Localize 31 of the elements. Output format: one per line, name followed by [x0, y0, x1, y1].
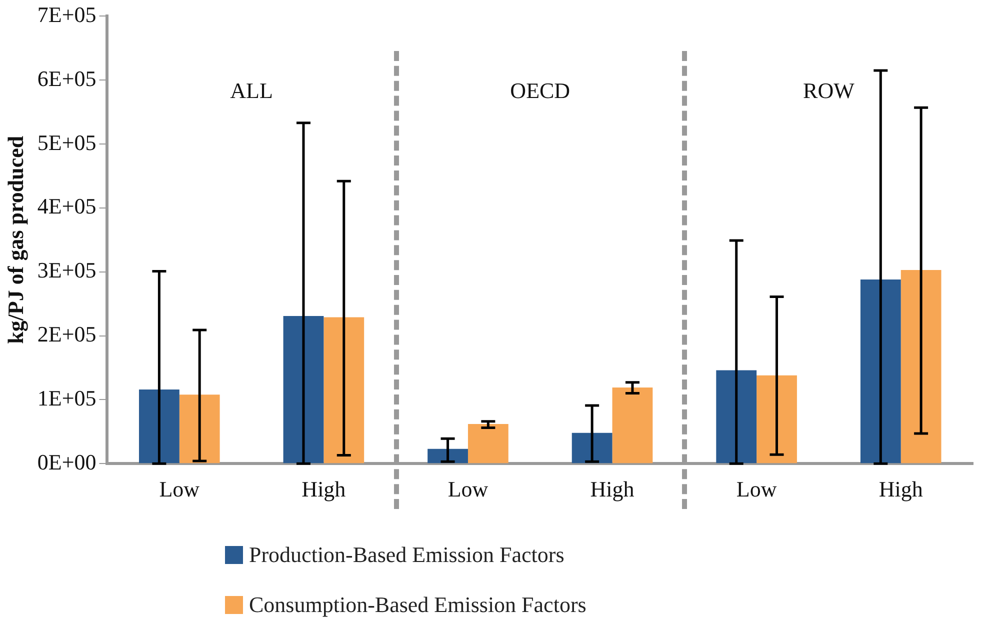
bar — [756, 375, 797, 464]
annotation: ALL — [230, 78, 273, 104]
x-tick-label: High — [302, 476, 346, 502]
bar — [900, 270, 942, 464]
legend-label: Production-Based Emission Factors — [249, 542, 564, 568]
legend-label: Consumption-Based Emission Factors — [249, 592, 586, 618]
x-tick-label: Low — [736, 476, 777, 502]
y-tick-label: 6E+05 — [37, 66, 96, 91]
annotation: ROW — [803, 78, 855, 104]
x-tick-label: Low — [159, 476, 200, 502]
annotation: OECD — [510, 78, 570, 104]
bar — [138, 389, 180, 464]
x-tick-label: High — [590, 476, 634, 502]
y-tick-label: 2E+05 — [37, 322, 96, 347]
y-tick-label: 3E+05 — [37, 258, 96, 283]
bar — [572, 432, 612, 464]
bar — [468, 424, 508, 464]
y-tick-label: 0E+00 — [37, 449, 96, 474]
x-tick-label: High — [878, 476, 923, 502]
y-tick-label: 5E+05 — [37, 130, 96, 155]
bar — [612, 388, 653, 464]
bar — [860, 280, 901, 464]
y-tick-label: 4E+05 — [37, 194, 96, 219]
y-axis-title: kg/PJ of gas produced — [2, 136, 28, 344]
bar — [324, 317, 364, 464]
y-tick-label: 1E+05 — [37, 385, 96, 410]
bar — [716, 370, 757, 464]
y-tick-label: 7E+05 — [37, 2, 96, 27]
bar — [179, 394, 220, 464]
x-tick-label: Low — [448, 476, 488, 502]
bar — [283, 316, 324, 464]
